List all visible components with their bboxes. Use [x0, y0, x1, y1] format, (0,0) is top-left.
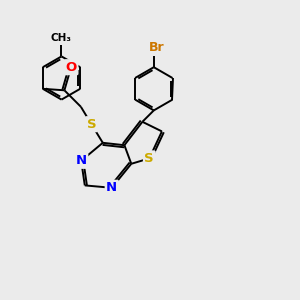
Text: N: N [76, 154, 87, 167]
Text: S: S [87, 118, 96, 131]
Text: N: N [106, 181, 117, 194]
Text: Br: Br [148, 41, 164, 54]
Text: S: S [145, 152, 154, 165]
Text: O: O [66, 61, 77, 74]
Text: CH₃: CH₃ [51, 33, 72, 43]
